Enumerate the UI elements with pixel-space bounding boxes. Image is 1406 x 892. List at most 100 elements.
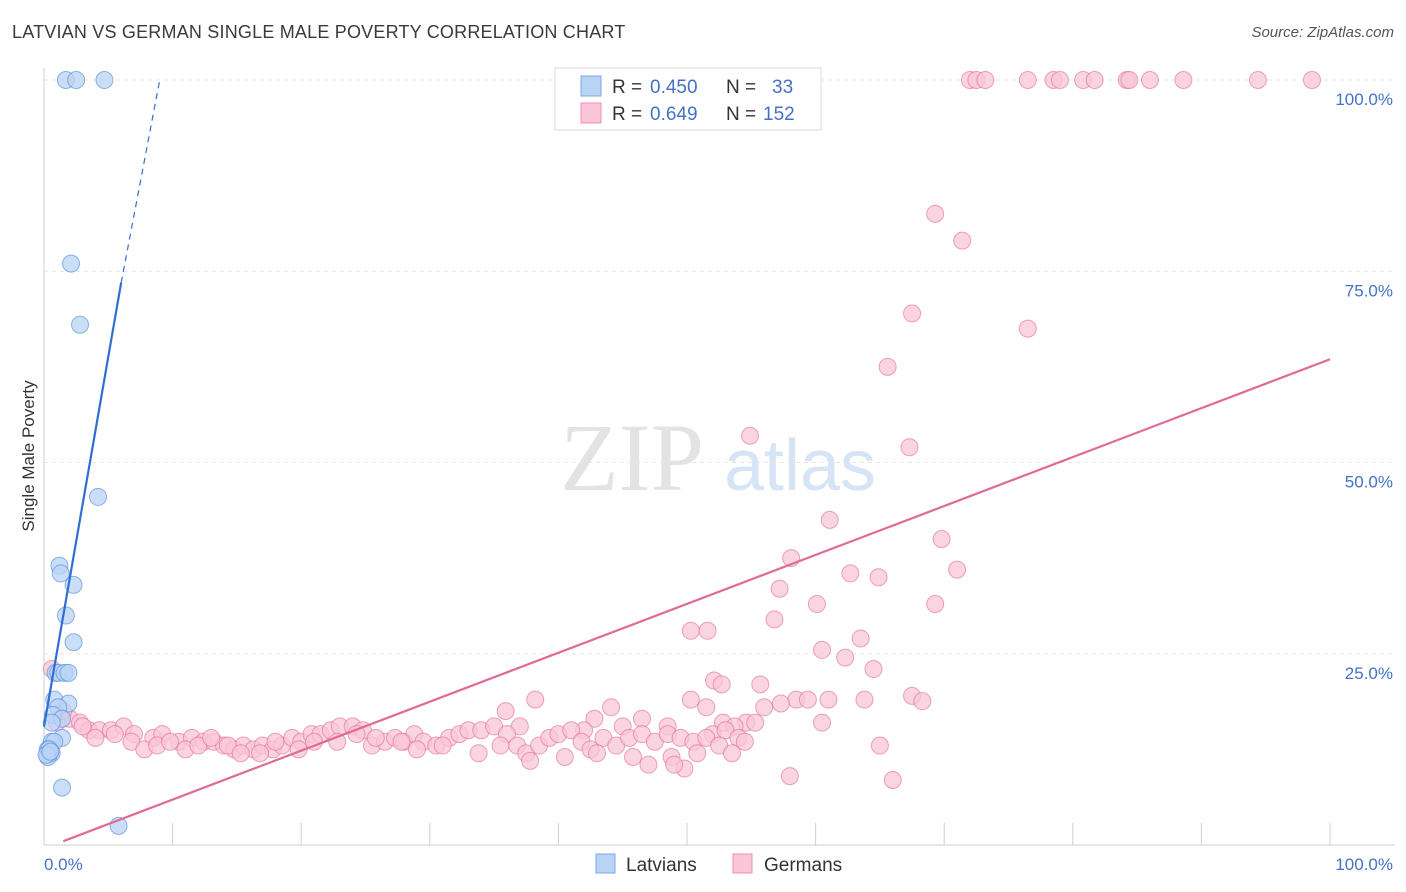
germans-point <box>521 751 540 770</box>
germans-point <box>883 770 902 789</box>
germans-point <box>755 698 774 717</box>
germans-point <box>770 579 789 598</box>
latvians-trend-extension <box>120 79 161 283</box>
germans-point <box>765 610 784 629</box>
germans-point <box>926 595 945 614</box>
germans-point <box>869 568 888 587</box>
grid-lines <box>44 79 1395 655</box>
germans-point <box>526 690 545 709</box>
germans-point <box>407 740 426 759</box>
legend-swatch-germans <box>580 102 602 124</box>
germans-point <box>697 698 716 717</box>
legend-n-label: N = <box>726 77 756 98</box>
top-legend: R = 0.450 N = 33 R = 0.649 N = 152 <box>554 67 822 131</box>
germans-point <box>681 690 700 709</box>
germans-point <box>819 690 838 709</box>
legend-r-value: 0.450 <box>650 77 698 98</box>
germans-point <box>932 530 951 548</box>
germans-point <box>1018 71 1037 89</box>
legend-n-value: 33 <box>772 77 793 98</box>
y-tick-label: 25.0% <box>1345 664 1393 683</box>
watermark-zip: ZIP <box>560 404 704 511</box>
germans-point <box>1302 71 1321 89</box>
germans-point <box>602 698 621 717</box>
tick-labels: 25.0% 50.0% 75.0% 100.0% 0.0% 100.0% <box>44 90 1393 874</box>
x-tick-label: 0.0% <box>44 855 83 874</box>
germans-point <box>851 629 870 648</box>
latvians-point <box>71 315 90 334</box>
germans-point <box>1120 71 1139 89</box>
germans-point <box>1018 319 1037 338</box>
y-axis-title: Single Male Poverty <box>19 380 38 532</box>
germans-point <box>813 640 832 659</box>
latvians-point <box>67 71 86 89</box>
germans-point <box>347 725 366 744</box>
bottom-legend-label-germans: Germans <box>764 855 842 876</box>
germans-point <box>771 694 790 713</box>
germans-point <box>900 438 919 457</box>
germans-point <box>820 510 839 529</box>
germans-point <box>392 732 411 751</box>
germans-point <box>807 595 826 614</box>
germans-point <box>855 690 874 709</box>
germans-point <box>251 744 270 763</box>
germans-point <box>623 748 642 767</box>
latvians-point <box>53 778 72 797</box>
germans-point <box>665 755 684 774</box>
germans-point <box>813 713 832 732</box>
germans-point <box>746 713 765 732</box>
germans-point <box>496 702 515 721</box>
trend-lines <box>42 79 1331 843</box>
germans-point <box>73 717 92 736</box>
y-tick-label: 75.0% <box>1345 281 1393 300</box>
germans-point <box>105 725 124 744</box>
germans-point <box>864 660 883 679</box>
latvians-point <box>62 254 81 273</box>
germans-point <box>585 709 604 728</box>
germans-trend-line <box>62 358 1331 843</box>
germans-point <box>913 692 932 711</box>
germans-point <box>1248 71 1267 89</box>
germans-point <box>433 736 452 755</box>
scatter-points <box>37 71 1321 835</box>
germans-point <box>878 357 897 376</box>
bottom-legend-swatch-latvians <box>595 853 616 874</box>
germans-point <box>491 736 510 755</box>
germans-point <box>735 732 754 751</box>
latvians-point <box>89 487 108 506</box>
germans-point <box>870 736 889 755</box>
legend-r-value: 0.649 <box>650 104 698 125</box>
germans-point <box>841 564 860 583</box>
germans-point <box>86 728 105 747</box>
legend-n-label: N = <box>726 104 756 125</box>
germans-point <box>202 728 221 747</box>
germans-point <box>723 744 742 763</box>
germans-point <box>266 732 285 751</box>
germans-point <box>161 732 180 751</box>
germans-point <box>698 621 717 640</box>
y-tick-label: 50.0% <box>1345 473 1393 492</box>
germans-point <box>1085 71 1104 89</box>
latvians-point <box>64 633 83 652</box>
germans-point <box>639 755 658 774</box>
latvians-point <box>59 663 78 682</box>
germans-point <box>555 748 574 767</box>
latvians-point <box>41 742 60 761</box>
legend-swatch-latvians <box>580 75 602 97</box>
germans-point <box>1174 71 1193 89</box>
germans-point <box>976 71 995 89</box>
germans-point <box>231 744 250 763</box>
germans-point <box>1050 71 1069 89</box>
germans-point <box>948 560 967 579</box>
germans-point <box>741 426 760 445</box>
bottom-legend: Latvians Germans <box>595 853 842 876</box>
bottom-legend-label-latvians: Latvians <box>626 855 697 876</box>
chart-title: LATVIAN VS GERMAN SINGLE MALE POVERTY CO… <box>12 22 626 42</box>
legend-r-label: R = <box>612 104 642 125</box>
source-label: Source: ZipAtlas.com <box>1251 24 1394 41</box>
germans-point <box>751 675 770 694</box>
germans-point <box>688 744 707 763</box>
germans-point <box>366 728 385 747</box>
germans-point <box>1140 71 1159 89</box>
